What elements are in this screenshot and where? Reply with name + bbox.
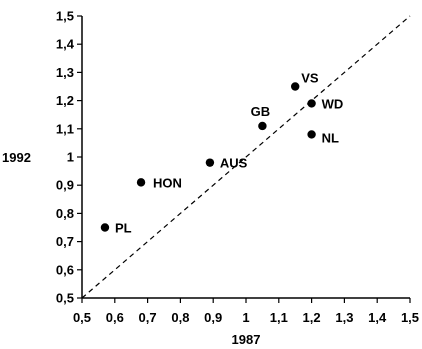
data-point [307, 99, 316, 108]
x-tick-label: 0,5 [73, 310, 91, 325]
x-tick-label: 1,4 [368, 310, 387, 325]
point-label: AUS [220, 156, 248, 171]
reference-line [81, 15, 411, 299]
data-point [100, 223, 110, 232]
data-point [291, 82, 300, 91]
y-ticks: 0,5 0,6 0,7 0,8 0,9 1 1,1 1,2 1,3 1,4 1,5 [56, 9, 82, 306]
y-axis-title: 1992 [2, 150, 31, 165]
y-tick-label: 0,8 [56, 206, 74, 221]
x-tick-label: 1 [242, 310, 249, 325]
x-tick-label: 1,3 [335, 310, 353, 325]
y-tick-label: 0,6 [56, 262, 74, 277]
data-point [136, 178, 146, 187]
y-tick-label: 1,1 [56, 121, 74, 136]
y-tick-label: 1,3 [56, 65, 74, 80]
x-axis-title: 1987 [232, 332, 261, 347]
point-label: WD [322, 96, 344, 111]
x-tick-label: 0,6 [106, 310, 124, 325]
x-tick-label: 0,9 [204, 310, 222, 325]
x-tick-label: 0,7 [139, 310, 157, 325]
data-point [258, 121, 267, 131]
point-label: GB [251, 104, 271, 119]
x-tick-label: 1,1 [270, 310, 288, 325]
x-ticks: 0,5 0,6 0,7 0,8 0,9 1 1,1 1,2 1,3 1,4 1,5 [73, 298, 419, 325]
y-tick-label: 0,9 [56, 178, 74, 193]
y-tick-label: 1 [67, 150, 74, 165]
y-tick-label: 1,2 [56, 93, 74, 108]
y-tick-label: 0,5 [56, 291, 74, 306]
point-label: VS [301, 71, 319, 86]
point-label: HON [153, 175, 182, 190]
y-tick-label: 0,7 [56, 234, 74, 249]
x-tick-label: 0,8 [171, 310, 189, 325]
data-point [307, 130, 316, 139]
y-tick-label: 1,5 [56, 9, 74, 24]
x-tick-label: 1,2 [303, 310, 321, 325]
data-point [205, 158, 215, 167]
y-tick-label: 1,4 [56, 37, 75, 52]
point-label: NL [322, 130, 339, 145]
x-tick-label: 1,5 [401, 310, 419, 325]
point-label: PL [115, 221, 132, 236]
